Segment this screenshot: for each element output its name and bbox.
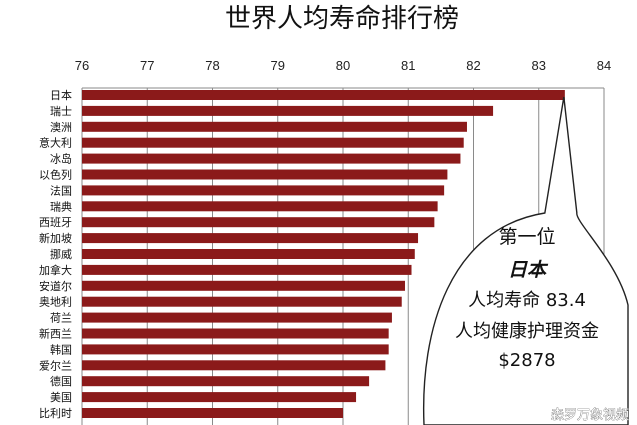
bar	[82, 264, 412, 275]
x-tick-label: 79	[271, 58, 285, 73]
callout-health-funding-label: 人均健康护理资金	[455, 321, 599, 342]
x-tick-label: 82	[466, 58, 480, 73]
x-tick-label: 80	[336, 58, 350, 73]
bar	[82, 137, 464, 148]
bar	[82, 312, 392, 323]
bar	[82, 376, 370, 387]
bar	[82, 153, 461, 164]
category-label: 挪威	[50, 247, 72, 261]
bar	[82, 360, 386, 371]
category-labels: 日本瑞士澳洲意大利冰岛以色列法国瑞典西班牙新加坡挪威加拿大安道尔奥地利荷兰新西兰…	[39, 88, 72, 420]
category-label: 爱尔兰	[39, 359, 72, 372]
category-label: 奥地利	[39, 295, 72, 309]
category-label: 德国	[50, 374, 72, 388]
category-label: 瑞典	[50, 199, 72, 213]
category-label: 荷兰	[50, 312, 72, 325]
x-tick-label: 78	[205, 58, 219, 73]
category-label: 比利时	[39, 407, 72, 420]
watermark: 森罗万象视频	[551, 408, 629, 423]
category-label: 新西兰	[39, 327, 72, 341]
category-label: 西班牙	[39, 216, 72, 229]
bar	[82, 328, 389, 339]
category-label: 瑞士	[50, 104, 72, 118]
bar	[82, 280, 405, 291]
bar	[82, 392, 357, 403]
category-label: 新加坡	[39, 231, 72, 245]
callout-rank: 第一位	[498, 226, 555, 248]
callout-life-expectancy: 人均寿命 83.4	[468, 290, 586, 311]
category-label: 韩国	[50, 342, 72, 356]
category-label: 意大利	[39, 136, 72, 150]
category-label: 冰岛	[50, 152, 72, 166]
chart-title: 世界人均寿命排行榜	[225, 4, 459, 34]
x-tick-label: 76	[75, 58, 89, 73]
bar	[82, 233, 419, 244]
bars	[82, 90, 565, 418]
callout-shape	[422, 96, 629, 425]
x-tick-label: 84	[597, 58, 611, 73]
category-label: 日本	[50, 88, 72, 102]
x-tick-label: 77	[140, 58, 154, 73]
bar	[82, 408, 343, 418]
category-label: 法国	[50, 183, 72, 197]
callout-country: 日本	[508, 259, 549, 281]
bar	[82, 169, 448, 180]
callout-bubble: 第一位 日本 人均寿命 83.4 人均健康护理资金 $2878	[422, 96, 629, 425]
bar	[82, 249, 415, 259]
x-axis-ticks: 76 77 78 79 80 81 82 83 84	[75, 58, 611, 73]
x-tick-label: 83	[532, 58, 546, 73]
bar	[82, 121, 467, 132]
category-label: 安道尔	[39, 279, 72, 293]
bar	[82, 344, 389, 355]
bar	[82, 105, 494, 116]
callout-health-funding-value: $2878	[498, 350, 555, 371]
category-label: 美国	[50, 391, 72, 404]
category-label: 以色列	[39, 168, 72, 182]
category-label: 澳洲	[50, 121, 72, 134]
category-label: 加拿大	[39, 263, 72, 277]
bar	[82, 90, 565, 100]
bar	[82, 201, 438, 212]
bar	[82, 217, 435, 228]
bar	[82, 296, 402, 307]
bar	[82, 185, 445, 196]
x-tick-label: 81	[401, 58, 415, 73]
